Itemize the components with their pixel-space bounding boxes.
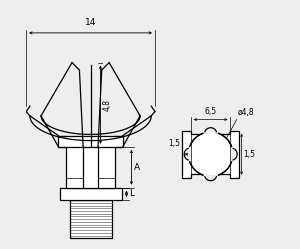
Text: 4,8: 4,8 xyxy=(103,99,112,111)
Text: A: A xyxy=(134,163,140,172)
Text: 6,5: 6,5 xyxy=(205,107,217,116)
Polygon shape xyxy=(70,200,112,238)
Text: 14: 14 xyxy=(85,18,96,27)
Text: 1,5: 1,5 xyxy=(243,150,255,159)
Polygon shape xyxy=(58,136,123,147)
Polygon shape xyxy=(182,131,239,178)
Text: ø4,8: ø4,8 xyxy=(237,108,254,117)
Polygon shape xyxy=(60,188,122,200)
Circle shape xyxy=(188,132,233,177)
Polygon shape xyxy=(66,146,115,188)
Text: 1,5: 1,5 xyxy=(168,139,180,148)
Text: L: L xyxy=(129,189,134,198)
